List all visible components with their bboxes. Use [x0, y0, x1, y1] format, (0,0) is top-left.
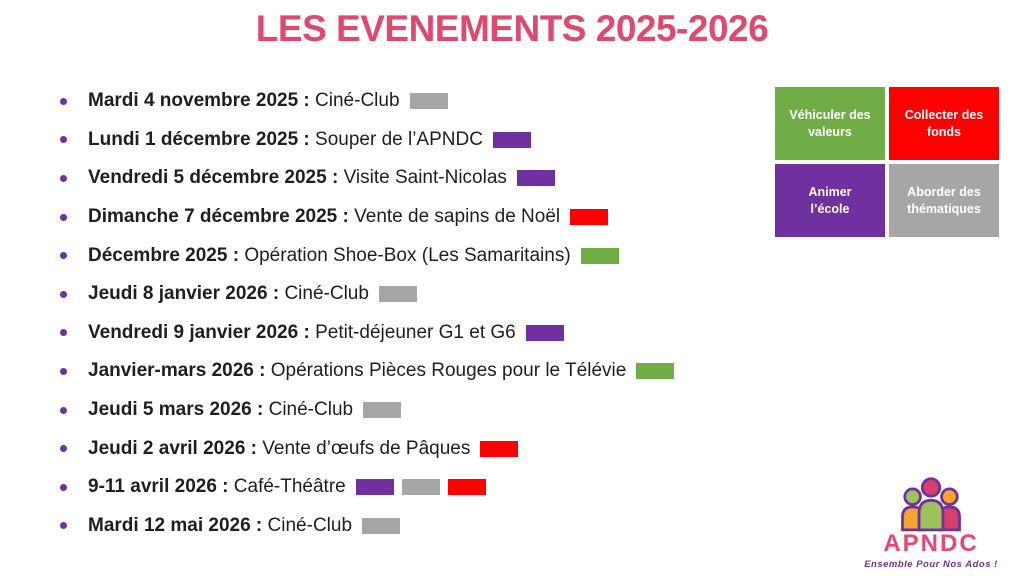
- bullet-icon: [60, 136, 67, 144]
- event-row: 9-11 avril 2026 : Café-Théâtre: [60, 468, 780, 507]
- legend-grid: Véhiculer des valeurs Collecter des fond…: [775, 87, 999, 237]
- event-label: Ciné-Club: [262, 514, 353, 536]
- event-row: Décembre 2025 : Opération Shoe-Box (Les …: [60, 236, 780, 275]
- event-row: Lundi 1 décembre 2025 : Souper de l’APND…: [60, 121, 780, 160]
- event-date: Jeudi 2 avril 2026 :: [88, 437, 257, 459]
- event-row: Jeudi 8 janvier 2026 : Ciné-Club: [60, 275, 780, 314]
- category-tag-gray: [409, 93, 448, 110]
- event-date: Mardi 12 mai 2026 :: [88, 514, 263, 536]
- event-row: Mardi 12 mai 2026 : Ciné-Club: [60, 507, 780, 546]
- bullet-icon: [60, 483, 67, 491]
- apndc-logo: APNDC Ensemble Pour Nos Ados !: [856, 476, 1006, 570]
- event-date: 9-11 avril 2026 :: [88, 476, 229, 498]
- event-label: Petit-déjeuner G1 et G6: [309, 321, 516, 343]
- event-row: Dimanche 7 décembre 2025 : Vente de sapi…: [60, 198, 780, 237]
- event-row: Jeudi 5 mars 2026 : Ciné-Club: [60, 391, 780, 430]
- category-tag-green: [580, 247, 619, 264]
- event-label: Vente de sapins de Noël: [348, 206, 561, 228]
- category-tag-gray: [378, 286, 417, 303]
- event-label: Ciné-Club: [279, 283, 369, 305]
- bullet-icon: [60, 445, 67, 453]
- event-text: Jeudi 5 mars 2026 : Ciné-Club: [88, 399, 353, 421]
- bullet-icon: [60, 290, 67, 298]
- event-date: Mardi 4 novembre 2025 :: [88, 90, 310, 112]
- event-text: Jeudi 8 janvier 2026 : Ciné-Club: [88, 283, 369, 305]
- logo-name: APNDC: [883, 530, 979, 557]
- category-tag-red: [447, 479, 486, 496]
- event-label: Ciné-Club: [263, 399, 354, 421]
- event-label: Opération Shoe-Box (Les Samaritains): [239, 244, 571, 266]
- event-date: Lundi 1 décembre 2025 :: [88, 128, 310, 150]
- event-text: Janvier-mars 2026 : Opérations Pièces Ro…: [88, 360, 626, 382]
- event-text: Lundi 1 décembre 2025 : Souper de l’APND…: [88, 129, 483, 151]
- category-tag-gray: [401, 479, 440, 496]
- category-tag-green: [636, 363, 675, 380]
- apndc-people-icon: [901, 477, 961, 532]
- bullet-icon: [60, 252, 67, 260]
- event-label: Souper de l’APNDC: [309, 128, 483, 150]
- category-tag-purple: [355, 479, 394, 496]
- category-tag-gray: [362, 517, 401, 534]
- bullet-icon: [60, 213, 67, 221]
- event-row: Janvier-mars 2026 : Opérations Pièces Ro…: [60, 352, 780, 391]
- event-text: Mardi 4 novembre 2025 : Ciné-Club: [88, 90, 400, 112]
- logo-tagline: Ensemble Pour Nos Ados !: [864, 559, 998, 570]
- category-tag-gray: [363, 402, 402, 419]
- event-date: Décembre 2025 :: [88, 244, 240, 266]
- category-tag-red: [570, 209, 609, 226]
- event-text: Mardi 12 mai 2026 : Ciné-Club: [88, 515, 352, 537]
- event-text: Jeudi 2 avril 2026 : Vente d’œufs de Pâq…: [88, 438, 470, 460]
- legend-cell-animer-l-ecole: Animer l’école: [775, 164, 885, 237]
- page-title: LES EVENEMENTS 2025-2026: [255, 8, 769, 49]
- event-date: Vendredi 5 décembre 2025 :: [88, 167, 339, 189]
- event-row: Jeudi 2 avril 2026 : Vente d’œufs de Pâq…: [60, 429, 780, 468]
- legend-cell-aborder-des-thematiques: Aborder des thématiques: [889, 164, 999, 237]
- event-label: Opérations Pièces Rouges pour le Télévie: [265, 360, 627, 382]
- event-row: Vendredi 9 janvier 2026 : Petit-déjeuner…: [60, 314, 780, 353]
- legend-cell-vehiculer-des-valeurs: Véhiculer des valeurs: [775, 87, 885, 160]
- bullet-icon: [60, 406, 67, 414]
- event-label: Vente d’œufs de Pâques: [257, 437, 471, 459]
- event-text: Vendredi 5 décembre 2025 : Visite Saint-…: [88, 167, 507, 189]
- category-tag-purple: [492, 131, 531, 148]
- event-text: Décembre 2025 : Opération Shoe-Box (Les …: [88, 245, 571, 267]
- event-date: Janvier-mars 2026 :: [88, 360, 266, 382]
- event-row: Mardi 4 novembre 2025 : Ciné-Club: [60, 82, 780, 121]
- event-date: Jeudi 5 mars 2026 :: [88, 399, 264, 421]
- event-date: Vendredi 9 janvier 2026 :: [88, 321, 310, 343]
- event-date: Jeudi 8 janvier 2026 :: [88, 283, 280, 305]
- category-tag-red: [480, 440, 519, 457]
- bullet-icon: [60, 329, 67, 337]
- event-text: Dimanche 7 décembre 2025 : Vente de sapi…: [88, 206, 560, 228]
- events-list: Mardi 4 novembre 2025 : Ciné-Club Lundi …: [60, 82, 780, 545]
- bullet-icon: [60, 522, 67, 530]
- legend-cell-collecter-des-fonds: Collecter des fonds: [889, 87, 999, 160]
- category-tag-purple: [525, 324, 564, 341]
- event-row: Vendredi 5 décembre 2025 : Visite Saint-…: [60, 159, 780, 198]
- event-label: Café-Théâtre: [228, 476, 346, 498]
- bullet-icon: [60, 367, 67, 375]
- event-text: 9-11 avril 2026 : Café-Théâtre: [88, 476, 346, 498]
- bullet-icon: [60, 174, 67, 182]
- category-tag-purple: [516, 170, 555, 187]
- event-text: Vendredi 9 janvier 2026 : Petit-déjeuner…: [88, 322, 516, 344]
- event-date: Dimanche 7 décembre 2025 :: [88, 206, 349, 228]
- bullet-icon: [60, 97, 67, 105]
- event-label: Visite Saint-Nicolas: [338, 167, 507, 189]
- event-label: Ciné-Club: [309, 90, 400, 112]
